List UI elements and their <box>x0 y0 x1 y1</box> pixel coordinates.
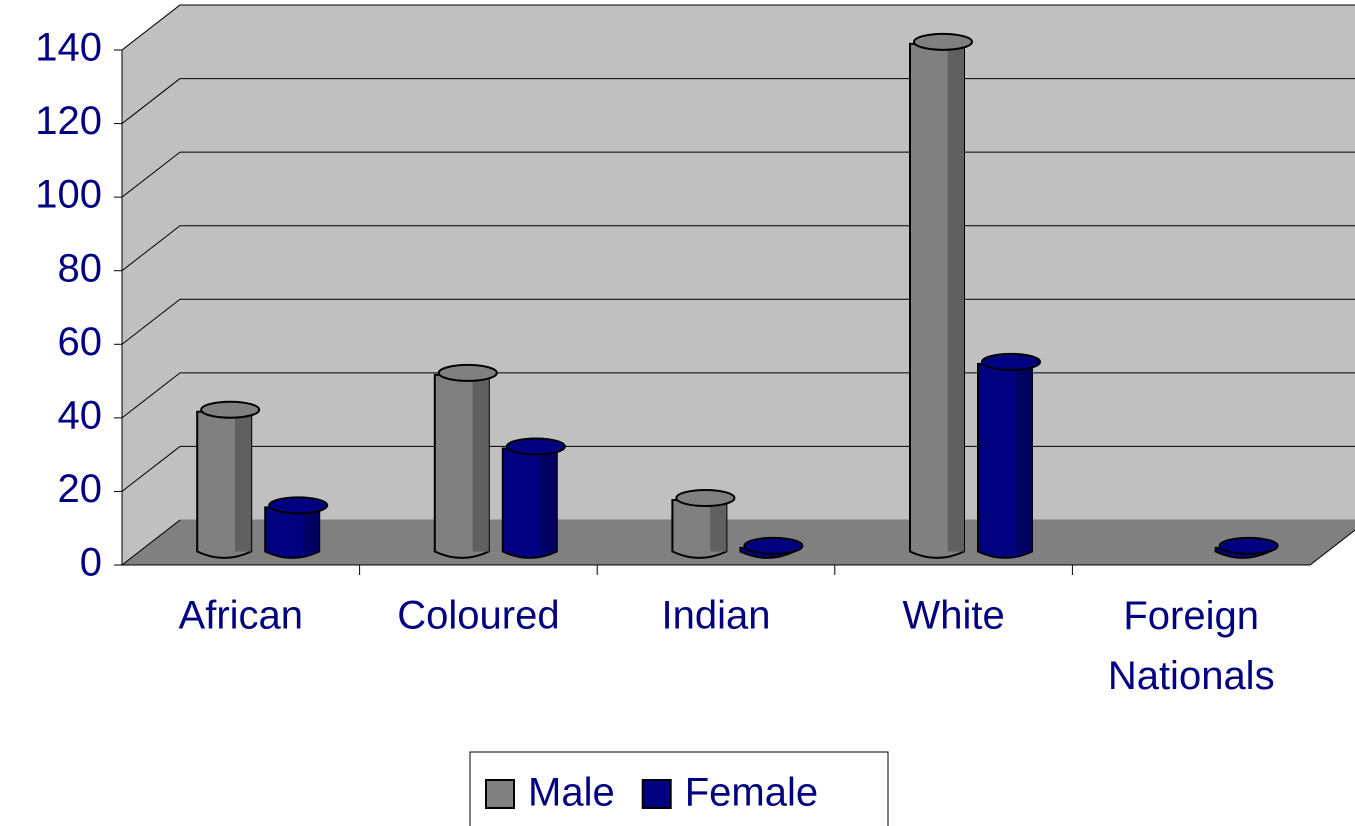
bar <box>739 536 804 559</box>
legend-label: Female <box>685 771 818 815</box>
legend-box <box>469 751 889 826</box>
x-tick-label: Indian <box>662 594 771 638</box>
grid-line <box>121 151 181 198</box>
bar-side <box>303 507 320 552</box>
bar-side <box>540 448 557 552</box>
legend: Male Female <box>469 751 889 826</box>
bar <box>501 437 566 559</box>
grid-line <box>121 519 181 566</box>
y-tick-label: 40 <box>58 393 103 437</box>
y-tick-label: 140 <box>35 26 102 70</box>
y-tick-label: 80 <box>58 246 103 290</box>
grid-line <box>121 78 181 124</box>
floor-edge <box>1309 529 1355 566</box>
x-tick-label: African <box>179 594 304 638</box>
y-tick-label: 60 <box>58 320 103 364</box>
y-tick-label: 100 <box>35 173 102 217</box>
bar-top <box>913 32 973 51</box>
bar-side <box>235 411 252 552</box>
y-tick-label: 0 <box>80 541 102 585</box>
bar-side <box>710 500 727 552</box>
bar-top <box>743 536 804 555</box>
x-tick-label: Foreign Nationals <box>1108 594 1275 698</box>
bar <box>671 489 736 559</box>
grid-line <box>121 372 181 419</box>
grid-line <box>121 446 181 492</box>
legend-label: Male <box>528 771 615 815</box>
bar-side <box>1015 363 1032 552</box>
x-tick-label: Coloured <box>397 594 559 638</box>
grid-line <box>121 4 181 51</box>
bar-top <box>505 437 566 456</box>
x-tick-label: White <box>902 594 1004 638</box>
bar <box>196 400 261 559</box>
y-tick-label: 120 <box>35 99 102 143</box>
bar-top <box>1218 536 1279 555</box>
bar-top <box>200 400 261 419</box>
grid-line <box>121 225 181 272</box>
y-tick-label: 20 <box>58 467 103 511</box>
bar-top <box>437 363 498 382</box>
bar-side <box>472 374 489 552</box>
bar <box>909 32 973 559</box>
bar <box>977 352 1041 559</box>
grid-line <box>121 298 181 345</box>
bar-top <box>981 352 1041 371</box>
back-wall <box>121 4 1355 567</box>
legend-swatch <box>641 779 672 809</box>
bar <box>1214 536 1279 559</box>
bar-side <box>947 43 964 552</box>
bar <box>433 363 498 559</box>
bar <box>264 496 329 559</box>
bar-top <box>268 496 329 515</box>
legend-swatch <box>485 779 515 809</box>
bar-top <box>675 489 736 507</box>
